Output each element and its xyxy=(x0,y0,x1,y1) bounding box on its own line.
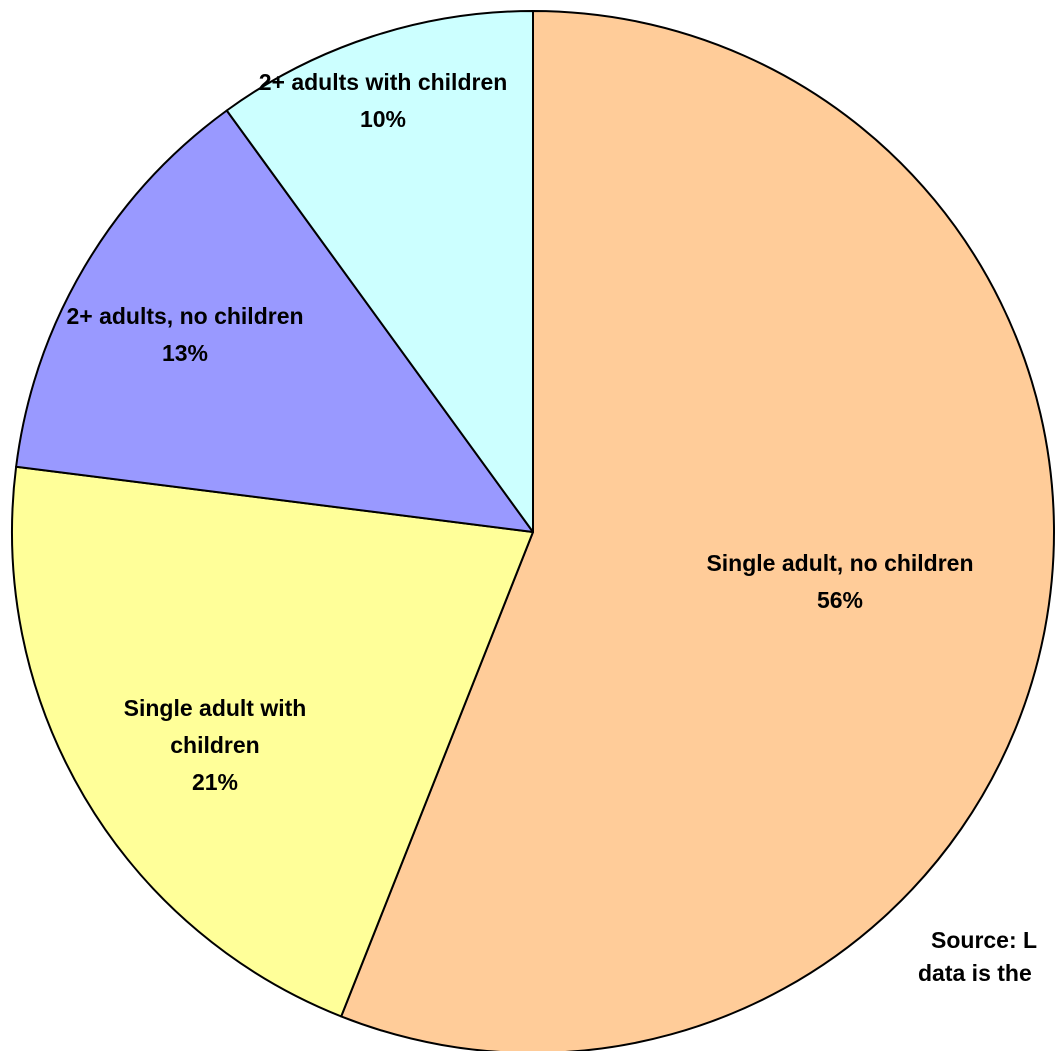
pie-slice-3 xyxy=(15,109,534,533)
source-note-line-2: data is the xyxy=(918,960,1032,986)
slice-value-label-3: 13% xyxy=(162,340,208,366)
source-note-line-1: Source: L xyxy=(931,927,1037,953)
slice-value-label-2: 21% xyxy=(192,769,238,795)
slice-category-label-1: Single adult, no children xyxy=(706,550,973,576)
slice-labels: Single adult, no children 56% Single adult… xyxy=(66,69,973,795)
pie-slice-2 xyxy=(11,465,534,1018)
slice-category-label-2: Single adult with xyxy=(124,695,307,721)
slice-category-label-4: 2+ adults with children xyxy=(259,69,508,95)
pie-slice-1 xyxy=(340,10,1055,1051)
slice-value-label-1: 56% xyxy=(817,587,863,613)
slice-category-label-2: children xyxy=(170,732,259,758)
slice-value-label-4: 10% xyxy=(360,106,406,132)
pie-slices xyxy=(11,10,1055,1051)
slice-category-label-3: 2+ adults, no children xyxy=(66,303,303,329)
pie-slice-4 xyxy=(225,10,534,533)
